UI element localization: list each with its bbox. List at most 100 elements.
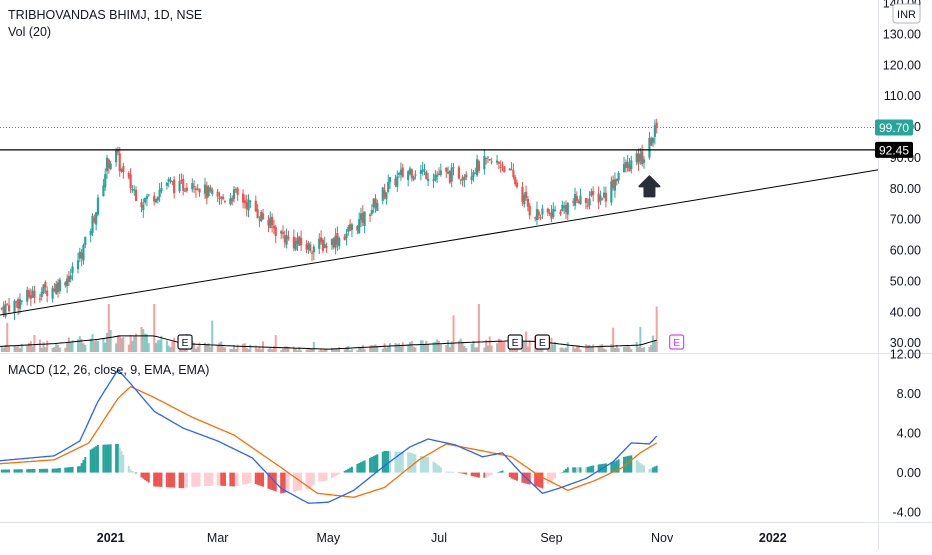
candle-body xyxy=(412,176,415,180)
macd-histogram-bar xyxy=(566,467,569,473)
candle-body xyxy=(387,182,390,192)
candle-body xyxy=(434,174,437,181)
volume-bar xyxy=(155,342,158,352)
candle-body xyxy=(129,174,132,189)
earnings-marker[interactable]: E xyxy=(534,334,551,350)
macd-histogram-bar xyxy=(233,472,236,487)
currency-button[interactable]: INR xyxy=(892,3,921,24)
volume-bar xyxy=(407,344,410,352)
volume-bar xyxy=(361,344,364,352)
macd-histogram-bar xyxy=(407,452,410,473)
macd-histogram-bar xyxy=(559,472,562,474)
volume-bar xyxy=(338,347,341,352)
macd-histogram-bar xyxy=(459,472,462,474)
volume-bar xyxy=(133,336,136,352)
volume-bar xyxy=(140,326,143,352)
candle-body xyxy=(182,178,185,191)
candle-body xyxy=(27,290,31,297)
macd-histogram-bar xyxy=(630,455,633,473)
macd-histogram-bar xyxy=(182,472,185,489)
volume-bar xyxy=(283,346,286,352)
candle-body xyxy=(599,195,602,201)
resistance-badge-bg xyxy=(875,141,913,158)
macd-histogram-bar xyxy=(118,447,121,473)
volume-bar xyxy=(15,346,18,352)
volume-bar xyxy=(325,349,328,352)
volume-bar xyxy=(147,343,150,352)
macd-histogram-bar xyxy=(370,456,373,473)
chart-title: TRIBHOVANDAS BHIMJ, 1D, NSE xyxy=(8,8,202,22)
volume-bar xyxy=(485,339,488,352)
volume-bar xyxy=(8,346,11,352)
candle-body xyxy=(515,182,519,187)
macd-histogram-bar xyxy=(381,451,384,473)
macd-histogram-bar xyxy=(508,472,511,477)
macd-histogram-bar xyxy=(96,444,99,473)
candle-body xyxy=(7,305,11,312)
volume-bar xyxy=(274,335,277,352)
axes: 140.00130.00120.00110.00100.0090.0080.00… xyxy=(97,0,921,545)
volume-bar xyxy=(17,345,20,352)
candle-body xyxy=(459,179,462,181)
volume-bar xyxy=(421,340,424,352)
candle-body xyxy=(69,275,72,280)
macd-histogram-bar xyxy=(267,472,270,489)
earnings-marker[interactable]: E xyxy=(669,334,685,350)
candle-body xyxy=(579,195,582,205)
volume-bar xyxy=(115,343,118,352)
candle-body xyxy=(309,244,312,251)
candle-body xyxy=(131,188,134,191)
candle-body xyxy=(17,299,20,309)
macd-histogram-bar xyxy=(95,446,98,473)
candle-body xyxy=(573,194,577,206)
macd-histogram-bar xyxy=(372,456,375,473)
candle-body xyxy=(271,216,274,226)
volume-bar xyxy=(144,333,147,352)
earnings-marker[interactable]: E xyxy=(177,334,193,350)
volume-bar xyxy=(118,335,121,352)
candle-body xyxy=(287,237,290,239)
macd-histogram-bar xyxy=(184,472,187,488)
time-tick-label: Mar xyxy=(207,531,229,545)
candle-body xyxy=(147,194,150,196)
earnings-marker[interactable]: E xyxy=(507,334,523,350)
macd-histogram-bar xyxy=(472,472,475,477)
price-tick-label: 40.00 xyxy=(890,305,921,319)
candle-body xyxy=(332,238,335,248)
volume-bar xyxy=(642,347,645,352)
macd-histogram-bar xyxy=(67,467,70,473)
candle-body xyxy=(55,283,58,294)
volume-bar xyxy=(129,335,132,352)
candle-body xyxy=(167,178,170,182)
volume-bar xyxy=(102,337,105,352)
candle-body xyxy=(116,149,120,153)
volume-bar xyxy=(64,347,67,352)
macd-histogram-bar xyxy=(474,472,477,477)
drawn-lines[interactable] xyxy=(0,127,879,316)
macd-histogram-bar xyxy=(120,451,123,473)
candle-body xyxy=(584,198,588,203)
candle-body xyxy=(577,201,580,204)
candle-body xyxy=(93,217,96,222)
candle-body xyxy=(232,189,236,199)
macd-histogram-bar xyxy=(155,472,158,487)
candle-body xyxy=(307,242,310,250)
macd-histogram-bar xyxy=(554,472,557,479)
candle-body xyxy=(245,202,248,209)
macd-histogram-bar xyxy=(13,469,16,473)
volume-bar xyxy=(566,342,569,352)
candle-body xyxy=(615,178,618,182)
candle-body xyxy=(461,177,464,181)
macd-histogram-bar xyxy=(71,466,74,473)
candle-body xyxy=(483,156,486,170)
candle-body xyxy=(597,193,600,203)
macd-histogram-bar xyxy=(294,472,297,491)
volume-bar xyxy=(307,347,310,352)
resistance-badge: 92.45 xyxy=(875,141,913,158)
candle-body xyxy=(524,191,528,199)
candle-body xyxy=(254,200,257,212)
candle-body xyxy=(31,290,34,298)
volume-bar xyxy=(610,344,613,352)
